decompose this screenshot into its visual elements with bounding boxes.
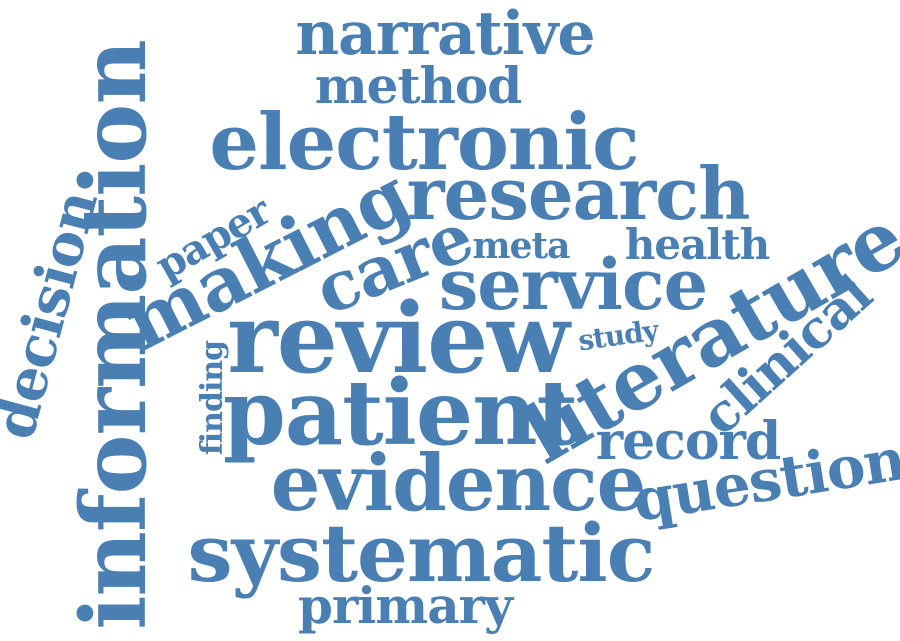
word-method: method xyxy=(314,56,522,115)
word-service: service xyxy=(438,243,708,326)
word-record: record xyxy=(595,411,782,472)
word-systematic: systematic xyxy=(187,506,656,600)
word-narrative: narrative xyxy=(295,0,595,69)
word-review: review xyxy=(227,282,570,395)
word-primary: primary xyxy=(298,576,513,635)
word-health: health xyxy=(624,220,770,269)
word-evidence: evidence xyxy=(270,438,647,529)
word-research: research xyxy=(406,151,751,236)
word-finding: finding xyxy=(195,340,230,456)
word-electronic: electronic xyxy=(209,97,639,188)
word-patient: patient xyxy=(222,360,578,466)
word-meta: meta xyxy=(472,225,571,267)
